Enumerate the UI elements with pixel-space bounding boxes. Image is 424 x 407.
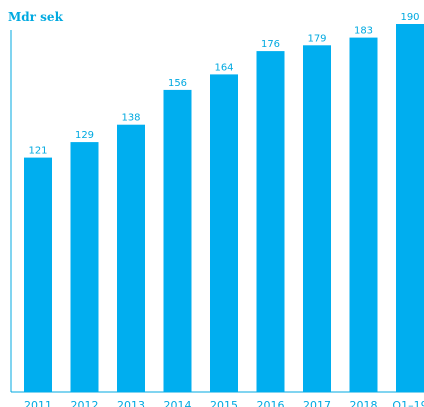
value-label-Q1–19: 190 <box>400 12 419 23</box>
bar-2014 <box>163 89 192 393</box>
bar-Q1–19 <box>396 24 424 392</box>
value-label-2015: 164 <box>214 62 233 73</box>
bar-2017 <box>303 45 331 393</box>
x-tick-label-2012: 2012 <box>71 399 99 407</box>
value-label-2012: 129 <box>75 130 94 141</box>
x-tick-label-2014: 2014 <box>164 399 192 407</box>
x-tick-label-2016: 2016 <box>257 399 285 407</box>
bar-2015 <box>210 74 238 393</box>
bar-2013 <box>117 124 145 392</box>
x-tick-label-Q1–19: Q1–19 <box>392 399 424 407</box>
x-tick-label-2015: 2015 <box>210 399 238 407</box>
value-label-2011: 121 <box>28 146 47 157</box>
value-label-2014: 156 <box>168 78 187 89</box>
bars-group: 121 2011 129 2012 138 2013 156 2014 164 2015 176 20… <box>24 12 424 407</box>
value-label-2013: 138 <box>121 113 140 124</box>
bar-2018 <box>349 37 378 392</box>
bar-2016 <box>256 51 285 392</box>
bar-2011 <box>24 157 52 392</box>
bar-2012 <box>70 142 99 392</box>
x-tick-label-2017: 2017 <box>303 399 331 407</box>
x-tick-label-2013: 2013 <box>117 399 145 407</box>
value-label-2017: 179 <box>307 33 326 44</box>
x-tick-label-2018: 2018 <box>350 399 378 407</box>
value-label-2016: 176 <box>261 39 280 50</box>
x-tick-label-2011: 2011 <box>24 399 52 407</box>
value-label-2018: 183 <box>354 26 373 37</box>
y-axis-label: Mdr sek <box>8 10 64 24</box>
